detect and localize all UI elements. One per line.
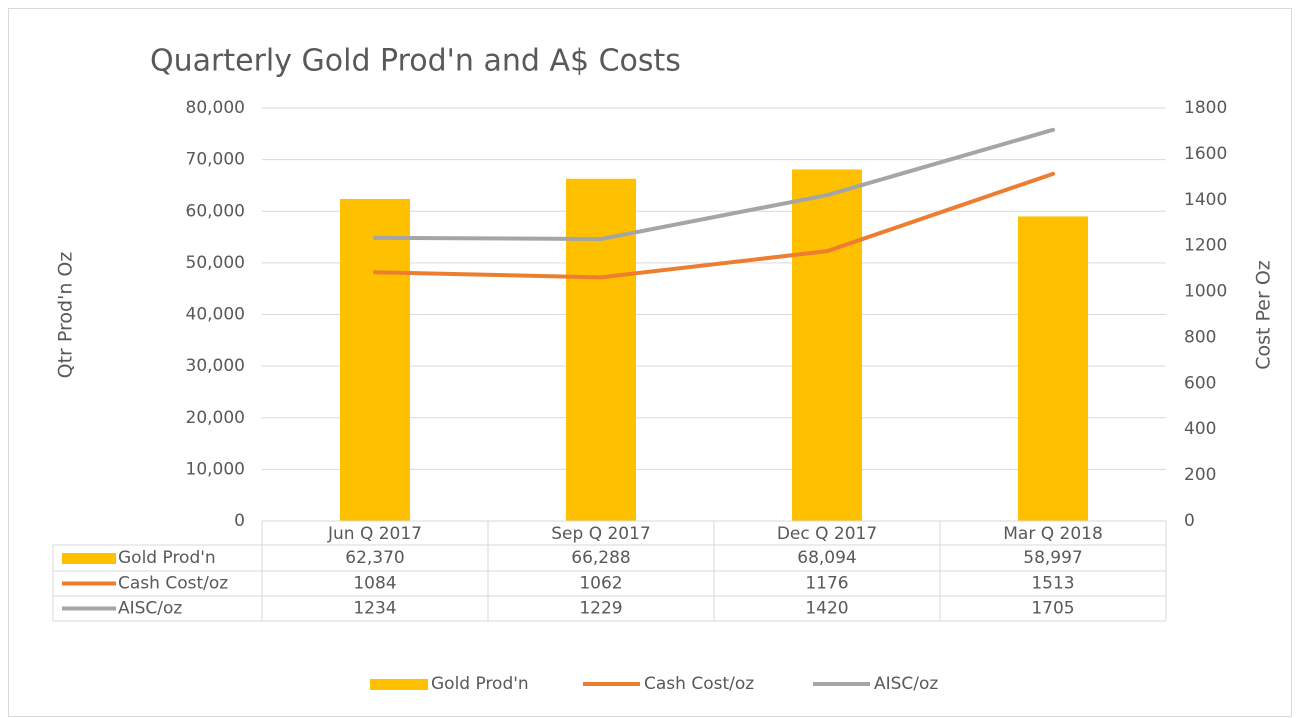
y-tick-label: 20,000 (186, 408, 245, 428)
bar (792, 169, 862, 521)
table-cell: 1513 (1031, 574, 1074, 594)
x-tick-label: Mar Q 2018 (1003, 524, 1103, 544)
table-cell: 58,997 (1023, 548, 1082, 568)
table-cell: 1705 (1031, 599, 1074, 619)
y2-tick-label: 1800 (1184, 98, 1227, 118)
y-tick-label: 70,000 (186, 150, 245, 170)
y-tick-label: 60,000 (186, 201, 245, 221)
legend-swatch (370, 679, 428, 690)
table-cell: 66,288 (571, 548, 630, 568)
line (373, 127, 1055, 242)
y2-tick-label: 0 (1184, 511, 1195, 531)
y-tick-label: 30,000 (186, 356, 245, 376)
table-cell: 1234 (353, 599, 396, 619)
x-tick-label: Jun Q 2017 (327, 524, 422, 544)
table-cell: 1176 (805, 574, 848, 594)
line (373, 171, 1055, 280)
table-cell: 68,094 (797, 548, 856, 568)
y2-tick-label: 600 (1184, 373, 1216, 393)
bar (1018, 216, 1088, 522)
y2-tick-label: 1200 (1184, 236, 1227, 256)
x-tick-label: Sep Q 2017 (551, 524, 651, 544)
table-cell: 1084 (353, 574, 396, 594)
y2-tick-label: 800 (1184, 327, 1216, 347)
y-axis-title: Qtr Prod'n Oz (55, 252, 77, 379)
table-cell: 1229 (579, 599, 622, 619)
y-tick-label: 50,000 (186, 253, 245, 273)
table-row-label: Cash Cost/oz (118, 574, 228, 594)
y-tick-label: 80,000 (186, 98, 245, 118)
y2-tick-label: 400 (1184, 419, 1216, 439)
table-cell: 1062 (579, 574, 622, 594)
y2-axis-title: Cost Per Oz (1253, 260, 1275, 370)
y2-tick-label: 1600 (1184, 144, 1227, 164)
legend-label: AISC/oz (874, 674, 938, 694)
y-tick-label: 10,000 (186, 459, 245, 479)
legend-label: Gold Prod'n (431, 674, 529, 694)
table-cell: 62,370 (345, 548, 404, 568)
x-tick-label: Dec Q 2017 (777, 524, 877, 544)
legend-swatch (62, 553, 116, 564)
table-cell: 1420 (805, 599, 848, 619)
y2-tick-label: 1000 (1184, 282, 1227, 302)
legend-label: Cash Cost/oz (644, 674, 754, 694)
bar (566, 178, 636, 521)
y-tick-label: 40,000 (186, 305, 245, 325)
y2-tick-label: 200 (1184, 465, 1216, 485)
bar (340, 199, 410, 521)
table-row-label: AISC/oz (118, 599, 182, 619)
chart-title: Quarterly Gold Prod'n and A$ Costs (150, 44, 681, 79)
y-tick-label: 0 (234, 511, 245, 531)
table-row-label: Gold Prod'n (118, 548, 216, 568)
y2-tick-label: 1400 (1184, 190, 1227, 210)
